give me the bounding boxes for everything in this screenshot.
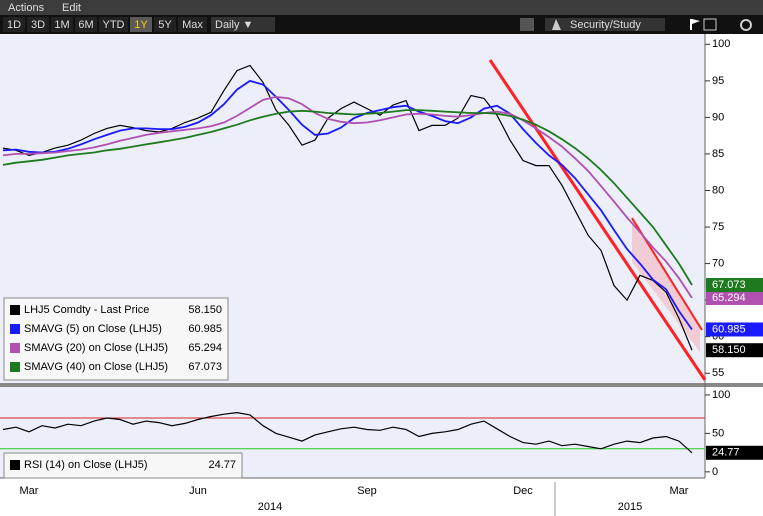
icon[interactable] xyxy=(740,19,752,31)
x-tick-label: Dec xyxy=(513,485,533,497)
legend-value: 60.985 xyxy=(188,323,222,335)
legend-swatch xyxy=(10,343,20,353)
x-tick-label: Jun xyxy=(189,485,207,497)
trend-line xyxy=(488,59,707,381)
y-tick-label: 90 xyxy=(712,111,724,123)
menu-bar xyxy=(0,0,763,15)
last-value-label: 58.150 xyxy=(712,344,746,356)
period-button[interactable] xyxy=(99,17,128,32)
y-tick-label: 0 xyxy=(712,466,718,478)
period-label[interactable]: 3D xyxy=(31,19,45,31)
legend-label: RSI (14) on Close (LHJ5) xyxy=(24,459,148,471)
period-button[interactable] xyxy=(130,17,152,32)
legend xyxy=(3,297,229,381)
legend-label: SMAVG (40) on Close (LHJ5) xyxy=(24,361,168,373)
period-button[interactable] xyxy=(178,17,207,32)
last-value-label: 60.985 xyxy=(712,323,746,335)
y-tick-label: 95 xyxy=(712,75,724,87)
study-label[interactable]: Security/Study xyxy=(570,19,641,31)
period-label[interactable]: 1Y xyxy=(134,19,148,31)
last-value-box xyxy=(706,290,763,305)
y-tick-label: 70 xyxy=(712,257,724,269)
legend-label: SMAVG (20) on Close (LHJ5) xyxy=(24,342,168,354)
last-value-box xyxy=(706,445,763,460)
menu-item[interactable]: Actions xyxy=(8,2,45,14)
icon xyxy=(692,19,700,24)
series-line xyxy=(2,109,693,286)
legend-swatch xyxy=(10,305,20,315)
x-axis-area xyxy=(0,478,763,516)
period-button[interactable] xyxy=(154,17,176,32)
x-tick-label: Mar xyxy=(20,485,39,497)
panel-separator xyxy=(0,383,763,387)
year-label: 2014 xyxy=(258,501,282,513)
icon-button[interactable] xyxy=(520,18,534,31)
legend-value: 65.294 xyxy=(188,342,222,354)
right-icons xyxy=(520,18,752,31)
y-tick-label: 55 xyxy=(712,367,724,379)
legend-value: 67.073 xyxy=(188,361,222,373)
icon xyxy=(552,19,561,30)
series-line xyxy=(2,411,693,454)
last-value-label: 65.294 xyxy=(712,292,746,304)
period-label[interactable]: 6M xyxy=(78,19,93,31)
study-button[interactable] xyxy=(545,18,665,31)
last-value-label: 67.073 xyxy=(712,279,746,291)
y-tick-label: 100 xyxy=(712,389,730,401)
y-tick-label: 100 xyxy=(712,38,730,50)
last-value-box xyxy=(706,343,763,358)
legend-label: LHJ5 Comdty - Last Price xyxy=(24,304,149,316)
period-button[interactable] xyxy=(27,17,49,32)
legend-swatch xyxy=(10,362,20,372)
legend xyxy=(3,452,243,479)
rsi-axis-area xyxy=(705,387,763,478)
x-tick-label: Sep xyxy=(357,485,377,497)
y-tick-label: 50 xyxy=(712,427,724,439)
period-label[interactable]: 1M xyxy=(54,19,69,31)
period-label[interactable]: YTD xyxy=(103,19,125,31)
x-tick-label: Mar xyxy=(670,485,689,497)
frequency-label[interactable]: Daily ▼ xyxy=(215,19,253,31)
last-value-label: 24.77 xyxy=(712,447,740,459)
frequency-button[interactable] xyxy=(211,17,275,32)
legend-value: 58.150 xyxy=(188,304,222,316)
icon xyxy=(690,19,692,30)
series-line xyxy=(2,64,693,351)
y-tick-label: 85 xyxy=(712,148,724,160)
period-button[interactable] xyxy=(51,17,73,32)
legend-swatch xyxy=(10,324,20,334)
last-value-box xyxy=(706,277,763,292)
period-label[interactable]: Max xyxy=(182,19,203,31)
year-label: 2015 xyxy=(618,501,642,513)
legend-value: 24.77 xyxy=(208,459,236,471)
legend-label: SMAVG (5) on Close (LHJ5) xyxy=(24,323,162,335)
period-label[interactable]: 5Y xyxy=(158,19,172,31)
y-tick-label: 75 xyxy=(712,221,724,233)
trend-channel xyxy=(632,218,700,352)
period-button[interactable] xyxy=(75,17,97,32)
last-value-box xyxy=(706,322,763,337)
legend-swatch xyxy=(10,460,20,470)
icon[interactable] xyxy=(703,18,717,31)
menu-item[interactable]: Edit xyxy=(62,2,81,14)
y-tick-label: 80 xyxy=(712,184,724,196)
period-button[interactable] xyxy=(3,17,25,32)
series-line xyxy=(2,95,693,299)
period-label[interactable]: 1D xyxy=(7,19,21,31)
